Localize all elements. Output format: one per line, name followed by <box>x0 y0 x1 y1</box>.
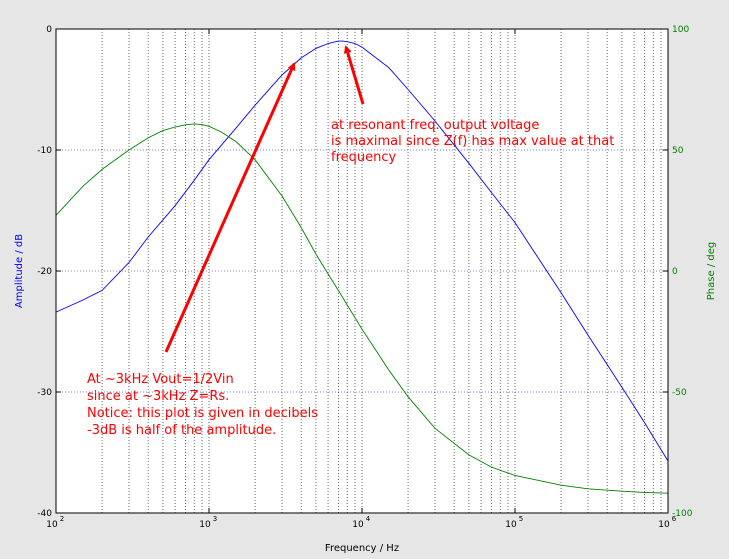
y-left-tick-label: -30 <box>37 388 52 398</box>
x-tick-label: 10 <box>46 520 58 530</box>
y-right-tick-label: 50 <box>672 146 684 156</box>
y-right-tick-label: -100 <box>672 509 693 519</box>
x-axis-label: Frequency / Hz <box>325 543 399 554</box>
x-tick-exponent: 5 <box>519 515 523 523</box>
y-right-tick-label: -50 <box>672 388 687 398</box>
axis-labels: Frequency / Hz Amplitude / dB Phase / deg <box>14 234 717 554</box>
y-left-tick-label: 0 <box>46 25 52 35</box>
resonance-arrow <box>343 45 365 105</box>
y-left-tick-label: -20 <box>37 267 52 277</box>
amplitude-series-line <box>55 40 669 462</box>
resonance-annotation-line: at resonant freq. output voltage <box>331 118 539 133</box>
ticks: 102103104105106-40-30-20-100-100-5005010… <box>37 25 692 530</box>
phase-series-line <box>55 123 669 494</box>
resonance-annotation-line: is maximal since Z(f) has max value at t… <box>331 134 614 149</box>
half-voltage-annotation-line: -3dB is half of the amplitude. <box>87 423 276 438</box>
half-voltage-annotation-line: Notice: this plot is given in decibels <box>87 406 318 421</box>
x-tick-exponent: 4 <box>366 515 371 523</box>
x-tick-exponent: 6 <box>672 515 677 523</box>
half-voltage-annotation-line: At ~3kHz Vout=1/2Vin <box>87 372 234 387</box>
y-right-axis-label: Phase / deg <box>706 242 717 300</box>
x-tick-label: 10 <box>352 520 364 530</box>
resonance-annotation-line: frequency <box>331 150 397 165</box>
x-tick-label: 10 <box>658 520 670 530</box>
y-left-axis-label: Amplitude / dB <box>14 234 25 308</box>
x-tick-exponent: 2 <box>60 515 64 523</box>
y-right-tick-label: 100 <box>672 25 689 35</box>
half-voltage-arrow <box>164 62 296 353</box>
x-tick-label: 10 <box>199 520 211 530</box>
x-tick-label: 10 <box>505 520 517 530</box>
y-right-tick-label: 0 <box>672 267 678 277</box>
y-left-tick-label: -40 <box>37 509 52 519</box>
series-layer <box>55 40 669 494</box>
half-voltage-annotation-line: since at ~3kHz Z=Rs. <box>87 389 229 404</box>
grid <box>56 29 668 513</box>
x-tick-exponent: 3 <box>213 515 217 523</box>
y-left-tick-label: -10 <box>37 146 52 156</box>
